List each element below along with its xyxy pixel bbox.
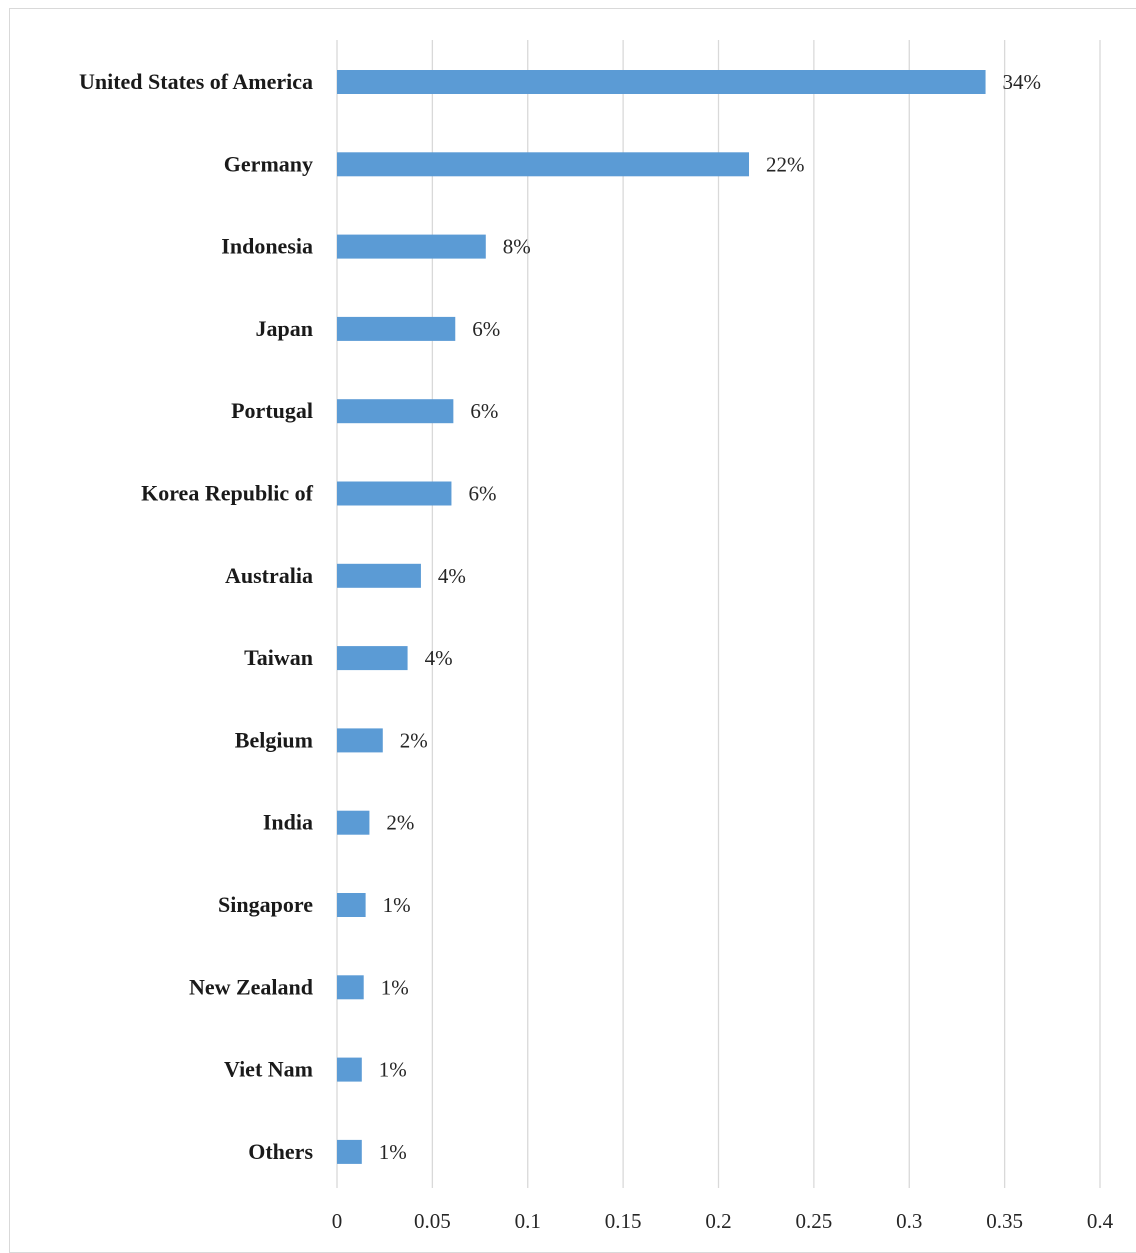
x-tick-label: 0.35 <box>986 1209 1023 1233</box>
category-label: Japan <box>256 316 313 341</box>
bar <box>337 152 750 177</box>
data-label: 4% <box>438 564 466 588</box>
bar <box>337 1139 362 1164</box>
bar <box>337 316 456 341</box>
data-label: 22% <box>766 152 805 176</box>
bar <box>337 893 366 917</box>
bars <box>337 70 986 1164</box>
data-label: 1% <box>379 1058 407 1082</box>
data-label: 6% <box>470 399 498 423</box>
data-label: 1% <box>383 893 411 917</box>
x-tick-label: 0.1 <box>515 1209 541 1233</box>
bar <box>337 399 454 424</box>
category-label: Taiwan <box>244 645 313 670</box>
x-axis-tick-labels: 0 0.05 0.1 0.15 0.2 0.25 0.3 0.35 0.4 <box>332 1209 1114 1233</box>
gridlines <box>336 40 1101 1188</box>
bar <box>337 70 986 94</box>
category-label: Singapore <box>218 892 313 917</box>
x-tick-label: 0 <box>332 1209 343 1233</box>
x-tick-label: 0.4 <box>1087 1209 1114 1233</box>
bar <box>337 481 452 506</box>
x-tick-label: 0.05 <box>414 1209 451 1233</box>
category-label: Viet Nam <box>224 1057 313 1082</box>
data-label: 2% <box>386 811 414 835</box>
x-tick-label: 0.25 <box>796 1209 833 1233</box>
category-label: Indonesia <box>221 234 313 259</box>
data-label: 1% <box>381 975 409 999</box>
category-label: India <box>263 810 313 835</box>
data-label: 8% <box>503 235 531 259</box>
data-label: 6% <box>472 317 500 341</box>
category-label: Portugal <box>231 398 313 423</box>
x-tick-label: 0.3 <box>896 1209 922 1233</box>
data-label: 2% <box>400 728 428 752</box>
data-label: 1% <box>379 1140 407 1164</box>
category-label: Belgium <box>235 727 313 752</box>
bar <box>337 646 408 671</box>
x-tick-label: 0.15 <box>605 1209 642 1233</box>
category-label: Others <box>248 1139 313 1164</box>
category-label: Germany <box>224 151 313 176</box>
x-tick-label: 0.2 <box>705 1209 731 1233</box>
bar <box>337 234 486 259</box>
bar <box>337 810 370 835</box>
bar <box>337 728 383 753</box>
category-label: United States of America <box>79 69 313 94</box>
category-labels: United States of America Germany Indonesia… <box>79 69 314 1164</box>
bar <box>337 1057 362 1082</box>
data-label: 4% <box>425 646 453 670</box>
category-label: Korea Republic of <box>141 481 314 506</box>
category-label: Australia <box>225 563 313 588</box>
data-label: 34% <box>1003 70 1042 94</box>
bar <box>337 563 421 588</box>
bar <box>337 975 364 1000</box>
data-labels: 34% 22% 8% 6% 6% 6% 4% 4% 2% 2% 1% 1% 1% 1% <box>379 70 1041 1164</box>
chart-frame <box>9 8 1136 1253</box>
data-label: 6% <box>468 482 496 506</box>
category-label: New Zealand <box>189 974 313 999</box>
